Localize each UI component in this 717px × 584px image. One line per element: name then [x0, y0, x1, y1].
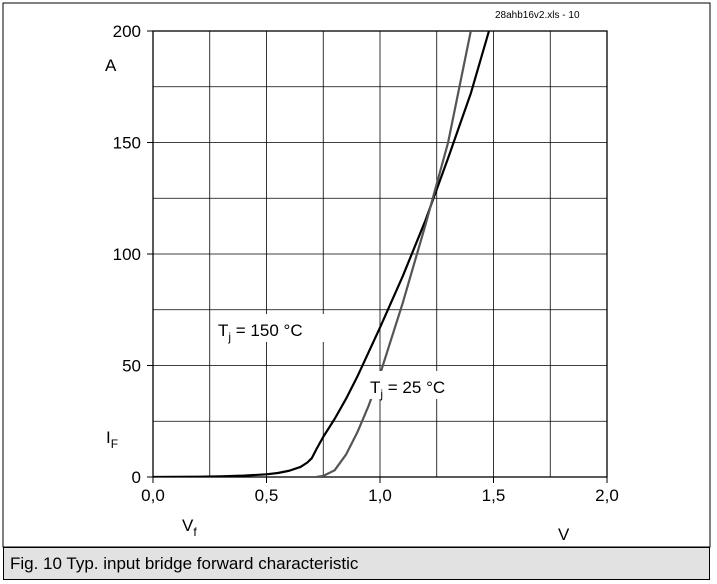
label-tj-150-main: T — [218, 321, 228, 340]
label-tj-150-text: Tj = 150 °C — [218, 321, 303, 344]
figure-caption: Fig. 10 Typ. input bridge forward charac… — [10, 554, 359, 573]
series-line-tj-150 — [153, 31, 491, 477]
x-tick-label: 0,0 — [141, 486, 165, 505]
label-tj-25-text: Tj = 25 °C — [370, 378, 445, 401]
y-tick-label: 100 — [113, 245, 141, 264]
label-tj-25-rest: = 25 °C — [383, 378, 445, 397]
x-axis-symbol-main: V — [182, 516, 194, 535]
y-axis-symbol-main: I — [106, 428, 111, 447]
tick-labels: 0,0 0,5 1,0 1,5 2,0 0 50 100 150 200 — [113, 22, 619, 505]
label-tj-25: Tj = 25 °C — [364, 371, 482, 401]
x-axis-symbol-sub: f — [193, 525, 197, 539]
label-tj-25-main: T — [370, 378, 380, 397]
figure-border — [2, 2, 711, 548]
label-tj-150-bg — [211, 314, 339, 342]
figure-caption-bar: Fig. 10 Typ. input bridge forward charac… — [3, 547, 710, 580]
x-unit-label: V — [558, 525, 570, 544]
label-tj-25-bg — [364, 371, 482, 399]
x-tick-label: 1,0 — [368, 486, 392, 505]
x-tick-label: 0,5 — [255, 486, 279, 505]
x-tick-label: 1,5 — [482, 486, 506, 505]
y-axis-symbol-sub: F — [111, 437, 118, 451]
label-tj-25-sub: j — [379, 387, 383, 401]
x-axis-symbol: Vf — [182, 516, 197, 539]
y-tick-label: 0 — [132, 468, 141, 487]
grid — [153, 31, 607, 477]
y-unit-label: A — [105, 56, 117, 75]
label-tj-150-rest: = 150 °C — [231, 321, 303, 340]
y-axis-symbol: IF — [106, 428, 118, 451]
file-reference: 28ahb16v2.xls - 10 — [495, 10, 580, 21]
y-tick-label: 150 — [113, 134, 141, 153]
y-tick-label: 200 — [113, 22, 141, 41]
label-tj-150-sub: j — [227, 330, 231, 344]
y-tick-label: 50 — [122, 357, 141, 376]
label-tj-150: Tj = 150 °C — [211, 314, 339, 344]
x-tick-label: 2,0 — [595, 486, 619, 505]
